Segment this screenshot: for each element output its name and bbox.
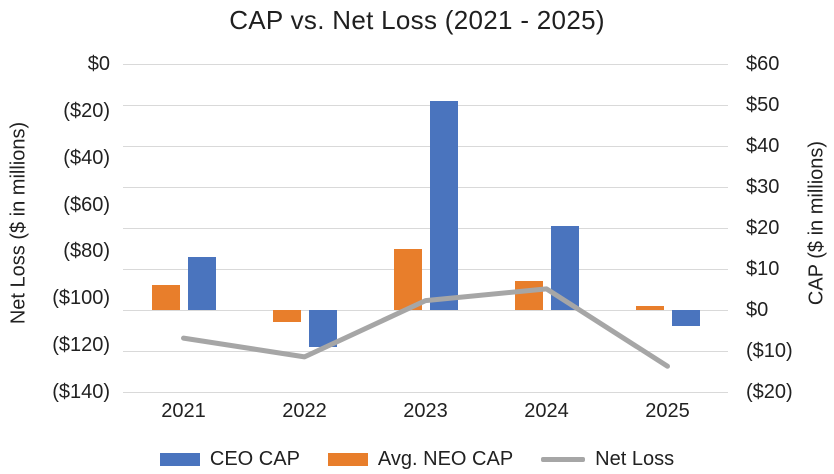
gridline bbox=[123, 268, 728, 270]
right-axis-tick: $30 bbox=[746, 176, 780, 198]
left-axis-tick: ($40) bbox=[63, 146, 110, 169]
x-axis-tick: 2023 bbox=[403, 400, 448, 422]
legend: CEO CAP Avg. NEO CAP Net Loss bbox=[0, 448, 834, 471]
legend-item-ceo-cap: CEO CAP bbox=[159, 448, 300, 471]
legend-label-avg-neo-cap: Avg. NEO CAP bbox=[377, 448, 514, 470]
legend-item-avg-neo-cap: Avg. NEO CAP bbox=[327, 448, 514, 471]
left-axis-tick: ($140) bbox=[52, 381, 110, 403]
right-axis-tick: ($10) bbox=[746, 340, 793, 362]
x-axis-tick: 2025 bbox=[645, 400, 690, 422]
left-axis-tick: $0 bbox=[87, 53, 110, 75]
gridline bbox=[123, 227, 728, 229]
gridline bbox=[123, 104, 728, 106]
legend-label-net-loss: Net Loss bbox=[595, 448, 675, 470]
bar-ceo-cap-2023 bbox=[429, 100, 458, 310]
left-axis-tick: ($80) bbox=[63, 240, 110, 263]
right-axis-tick: $50 bbox=[746, 94, 780, 116]
gridline bbox=[123, 186, 728, 188]
right-axis-tick: $60 bbox=[746, 53, 780, 75]
right-axis-tick: $20 bbox=[746, 217, 780, 239]
legend-swatch-ceo-cap bbox=[159, 453, 200, 466]
legend-swatch-avg-neo-cap bbox=[327, 453, 368, 466]
right-axis-title: CAP ($ in millions) bbox=[805, 140, 828, 306]
bar-avg-neo-cap-2025 bbox=[635, 305, 664, 310]
x-axis-tick: 2022 bbox=[282, 400, 327, 422]
left-axis-tick: ($60) bbox=[63, 193, 110, 216]
gridline bbox=[123, 350, 728, 352]
gridline bbox=[123, 309, 728, 311]
bar-ceo-cap-2021 bbox=[187, 256, 216, 310]
right-axis-tick: $40 bbox=[746, 135, 780, 157]
bar-ceo-cap-2025 bbox=[671, 310, 700, 327]
bar-avg-neo-cap-2021 bbox=[151, 285, 180, 310]
gridline bbox=[123, 391, 728, 393]
bar-avg-neo-cap-2022 bbox=[272, 310, 301, 323]
x-axis-tick: 2021 bbox=[161, 400, 206, 422]
legend-item-net-loss: Net Loss bbox=[541, 448, 674, 471]
bar-avg-neo-cap-2024 bbox=[514, 281, 543, 310]
legend-line-marker-net-loss bbox=[541, 457, 586, 462]
left-axis-tick: ($20) bbox=[63, 99, 110, 122]
right-axis-tick: $10 bbox=[746, 258, 780, 280]
bar-ceo-cap-2022 bbox=[308, 310, 337, 347]
right-axis-tick: $0 bbox=[746, 299, 769, 321]
gridline bbox=[123, 63, 728, 65]
left-axis-tick: ($120) bbox=[52, 334, 110, 357]
left-axis-tick: ($100) bbox=[52, 287, 110, 310]
x-axis-tick: 2024 bbox=[524, 400, 569, 422]
plot-area bbox=[123, 63, 728, 393]
bar-avg-neo-cap-2023 bbox=[393, 248, 422, 310]
net-loss-line bbox=[181, 286, 670, 369]
legend-label-ceo-cap: CEO CAP bbox=[209, 448, 300, 470]
gridline bbox=[123, 145, 728, 147]
right-axis-tick: ($20) bbox=[746, 381, 793, 403]
chart-title: CAP vs. Net Loss (2021 - 2025) bbox=[229, 5, 605, 35]
